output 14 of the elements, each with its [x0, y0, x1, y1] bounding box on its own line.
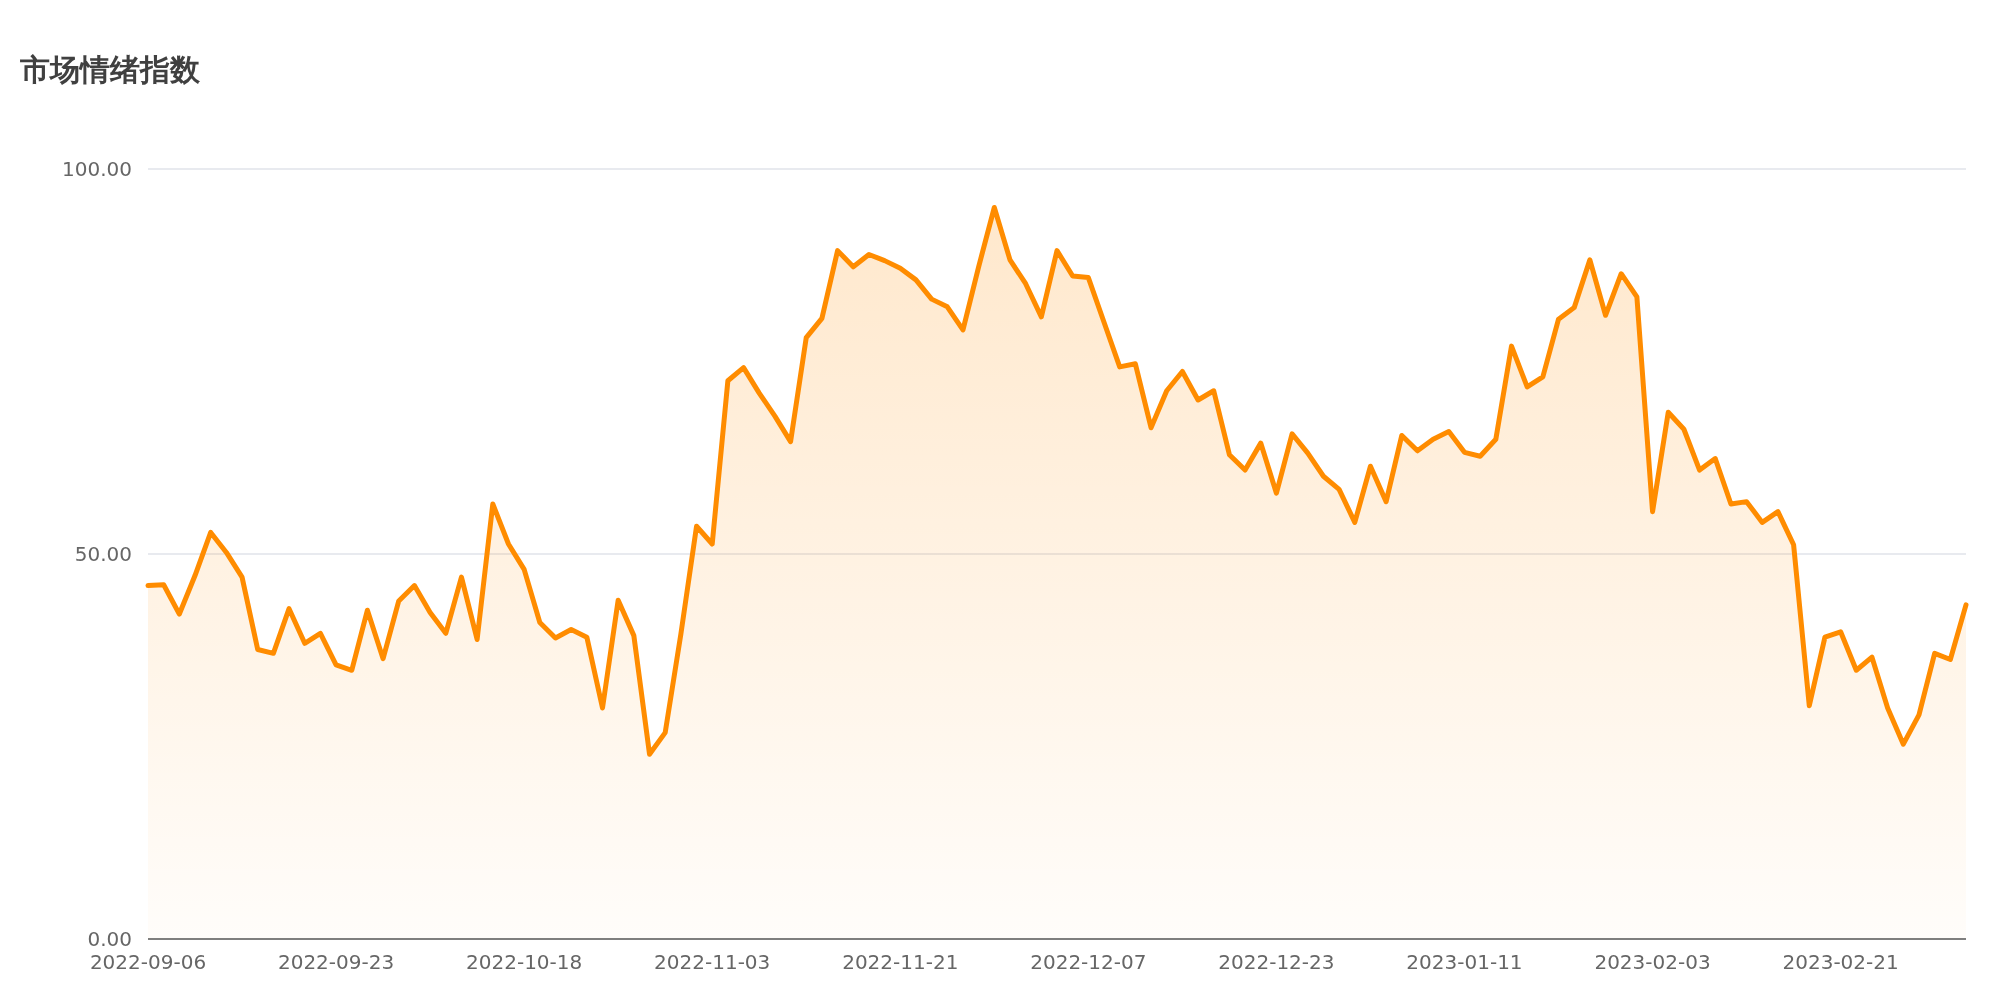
x-tick-label: 2022-12-07 — [1030, 950, 1147, 974]
x-tick-label: 2023-02-21 — [1782, 950, 1899, 974]
x-tick-label: 2022-11-21 — [842, 950, 959, 974]
x-tick-label: 2022-10-18 — [466, 950, 583, 974]
y-tick-label: 100.00 — [62, 157, 132, 181]
y-tick-label: 0.00 — [87, 927, 132, 951]
x-tick-label: 2022-11-03 — [654, 950, 771, 974]
x-tick-label: 2023-02-03 — [1594, 950, 1711, 974]
y-tick-label: 50.00 — [74, 542, 132, 566]
x-tick-label: 2023-01-11 — [1406, 950, 1523, 974]
chart-title: 市场情绪指数 — [19, 52, 201, 87]
x-tick-label: 2022-12-23 — [1218, 950, 1335, 974]
x-tick-label: 2022-09-23 — [277, 950, 395, 974]
x-tick-label: 2022-09-06 — [89, 950, 207, 974]
